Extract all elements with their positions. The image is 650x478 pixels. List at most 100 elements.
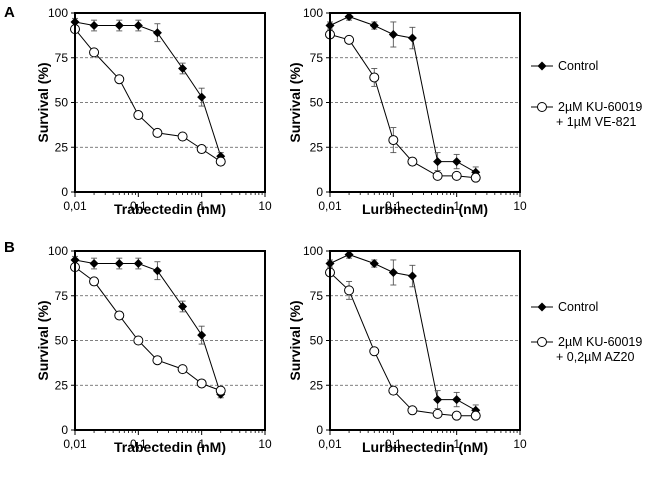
data-point-circle <box>133 335 144 346</box>
data-point-diamond <box>433 157 443 167</box>
series-control <box>325 12 481 179</box>
data-point-circle <box>407 405 418 416</box>
series-line <box>329 34 476 179</box>
series-combination <box>70 24 226 167</box>
legend-bottom-control-label: Control <box>558 300 598 314</box>
data-point-circle <box>451 410 462 421</box>
data-point-circle <box>177 131 188 142</box>
series-control <box>325 250 481 417</box>
y-axis-label: Survival (%) <box>287 62 303 142</box>
chart-2: 0 25 50 75 100 0,01 0,1 1 10 Lurbinectedin (nM) Su… <box>287 6 527 217</box>
data-point-circle <box>470 410 481 421</box>
data-point-circle <box>432 170 443 181</box>
data-point-circle <box>451 170 462 181</box>
y-axis-label: Survival (%) <box>35 62 51 142</box>
chart-1: 0 25 50 75 100 0,01 0,1 1 10 Trabectedin (nM) Surv… <box>35 6 272 217</box>
y-tick-label: 0 <box>61 423 68 437</box>
data-point-circle <box>369 346 380 357</box>
x-tick-label: 0,01 <box>63 437 87 451</box>
y-tick-label: 100 <box>48 244 68 258</box>
y-tick-label: 25 <box>55 378 69 392</box>
legend-top-combo-marker <box>537 102 547 112</box>
series-control <box>70 17 226 161</box>
data-point-circle <box>215 156 226 167</box>
y-tick-label: 50 <box>310 96 324 110</box>
data-point-circle <box>114 310 125 321</box>
data-point-diamond <box>114 259 124 269</box>
legend-bottom-combo-label-1: 2µM KU-60019 <box>558 335 642 349</box>
x-tick-label: 0,1 <box>385 437 402 451</box>
legend-top-control-marker <box>537 61 547 71</box>
y-tick-label: 75 <box>55 51 69 65</box>
legend-top-combo-label-1: 2µM KU-60019 <box>558 100 642 114</box>
legend-bottom-control-marker <box>537 302 547 312</box>
data-point-diamond <box>388 29 398 39</box>
y-tick-label: 100 <box>303 244 323 258</box>
x-axis-label: Trabectedin (nM) <box>114 201 226 217</box>
plot-frame <box>74 250 266 431</box>
y-axis-label: Survival (%) <box>35 300 51 380</box>
y-tick-label: 100 <box>303 6 323 20</box>
plot-frame <box>329 12 521 193</box>
x-tick-label: 0,1 <box>385 199 402 213</box>
data-point-diamond <box>152 266 162 276</box>
data-point-circle <box>215 385 226 396</box>
data-point-circle <box>177 364 188 375</box>
data-point-diamond <box>433 395 443 405</box>
data-point-circle <box>344 285 355 296</box>
data-point-diamond <box>407 33 417 43</box>
data-point-diamond <box>407 271 417 281</box>
data-point-circle <box>133 110 144 121</box>
panel-label-b: B <box>4 239 15 256</box>
panel-label-a: A <box>4 4 15 21</box>
data-point-circle <box>388 135 399 146</box>
x-tick-label: 10 <box>258 437 272 451</box>
x-tick-label: 1 <box>453 437 460 451</box>
y-tick-label: 0 <box>316 185 323 199</box>
y-tick-label: 50 <box>55 334 69 348</box>
y-tick-label: 25 <box>55 140 69 154</box>
series-combination <box>325 267 481 421</box>
x-tick-label: 0,1 <box>130 437 147 451</box>
data-point-diamond <box>452 395 462 405</box>
x-tick-label: 10 <box>513 437 527 451</box>
y-axis-label: Survival (%) <box>287 300 303 380</box>
y-tick-label: 50 <box>55 96 69 110</box>
data-point-circle <box>470 172 481 183</box>
data-point-diamond <box>369 259 379 269</box>
data-point-circle <box>432 408 443 419</box>
data-point-diamond <box>152 28 162 38</box>
data-point-circle <box>344 34 355 45</box>
data-point-diamond <box>133 259 143 269</box>
legend-bottom-combo-label-2: + 0,2µM AZ20 <box>556 350 634 364</box>
data-point-circle <box>89 47 100 58</box>
data-point-diamond <box>344 12 354 22</box>
data-point-circle <box>152 355 163 366</box>
x-tick-label: 1 <box>198 199 205 213</box>
x-tick-label: 1 <box>198 437 205 451</box>
x-tick-label: 0,01 <box>318 199 342 213</box>
y-tick-label: 100 <box>48 6 68 20</box>
series-line <box>74 21 222 157</box>
x-tick-label: 0,01 <box>63 199 87 213</box>
x-axis-label: Lurbinectedin (nM) <box>362 201 488 217</box>
y-tick-label: 50 <box>310 334 324 348</box>
data-point-circle <box>407 156 418 167</box>
data-point-circle <box>152 127 163 138</box>
data-point-circle <box>196 378 207 389</box>
series-line <box>329 254 476 411</box>
chart-3: 0 25 50 75 100 0,01 0,1 1 10 Trabectedin (nM) Surv… <box>35 244 272 455</box>
chart-4: 0 25 50 75 100 0,01 0,1 1 10 Lurbinectedin (nM) Su… <box>287 244 527 455</box>
legend-top-combo-label-2: + 1µM VE-821 <box>556 115 637 129</box>
data-point-circle <box>388 385 399 396</box>
data-point-circle <box>89 276 100 287</box>
data-point-circle <box>196 144 207 155</box>
legend-bottom: Control 2µM KU-60019 + 0,2µM AZ20 <box>531 300 642 364</box>
y-tick-label: 75 <box>310 51 324 65</box>
data-point-diamond <box>178 301 188 311</box>
data-point-diamond <box>178 63 188 73</box>
legend-bottom-combo-marker <box>537 337 547 347</box>
y-tick-label: 0 <box>316 423 323 437</box>
